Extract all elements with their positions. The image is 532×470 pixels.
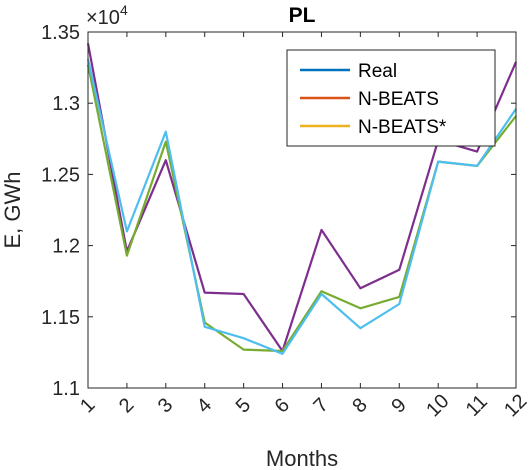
legend-label: N-BEATS* [358, 117, 447, 138]
y-tick-label: 1.2 [52, 236, 80, 258]
y-axis-multiplier: ×104 [86, 2, 128, 29]
legend-label: N-BEATS [358, 89, 439, 110]
chart-title: PL [289, 4, 316, 27]
y-tick-label: 1.25 [41, 164, 80, 186]
y-axis-label: E, GWh [0, 171, 25, 248]
series-line-3 [86, 58, 517, 355]
x-axis-label: Months [266, 446, 338, 470]
y-tick-label: 1.15 [41, 307, 80, 329]
y-multiplier-exponent: 4 [120, 2, 128, 18]
y-tick-label: 1.1 [52, 378, 80, 400]
y-tick-label: 1.3 [52, 93, 80, 115]
legend-label: Real [358, 61, 397, 82]
y-axis: 1.1 1.15 1.2 1.25 1.3 1.35 [41, 22, 516, 400]
plot-frame [87, 31, 517, 389]
y-tick-label: 1.35 [41, 22, 80, 44]
y-multiplier-base: ×10 [86, 7, 120, 29]
legend: Real N-BEATS N-BEATS* [286, 49, 496, 147]
